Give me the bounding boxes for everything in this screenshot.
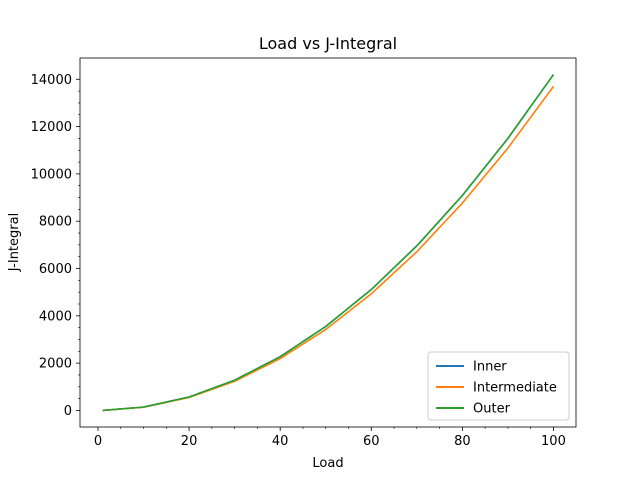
legend: Inner Intermediate Outer	[427, 351, 570, 421]
chart-title: Load vs J-Integral	[259, 34, 397, 53]
y-tick-label: 0	[64, 404, 72, 419]
legend-entry-inner: Inner	[473, 360, 507, 375]
plot-area	[79, 57, 577, 428]
x-tick-label: 80	[454, 434, 471, 449]
y-tick-label: 8000	[39, 215, 72, 230]
x-tick-label: 100	[541, 434, 566, 449]
series-layer	[102, 74, 555, 412]
x-tick-label: 20	[181, 434, 198, 449]
y-axis-label: J-Integral	[7, 213, 22, 272]
legend-entry-intermediate: Intermediate	[473, 381, 557, 396]
legend-box	[427, 351, 570, 421]
y-tick-label: 12000	[31, 120, 72, 135]
x-tick-label: 60	[363, 434, 380, 449]
legend-entry-outer: Outer	[473, 402, 511, 417]
plot-frame	[79, 57, 577, 428]
y-tick-label: 14000	[31, 73, 72, 88]
y-tick-label: 10000	[31, 167, 72, 182]
y-tick-label: 4000	[39, 309, 72, 324]
x-axis: 0 20 40 60 80 100	[94, 427, 566, 449]
x-tick-label: 0	[94, 434, 102, 449]
y-tick-label: 6000	[39, 262, 72, 277]
y-tick-label: 2000	[39, 357, 72, 372]
y-axis: 0 2000 4000 6000 8000 10000 12000 14000	[31, 73, 80, 419]
x-tick-label: 40	[272, 434, 289, 449]
x-axis-label: Load	[312, 456, 343, 471]
series-line-outer	[102, 74, 555, 412]
